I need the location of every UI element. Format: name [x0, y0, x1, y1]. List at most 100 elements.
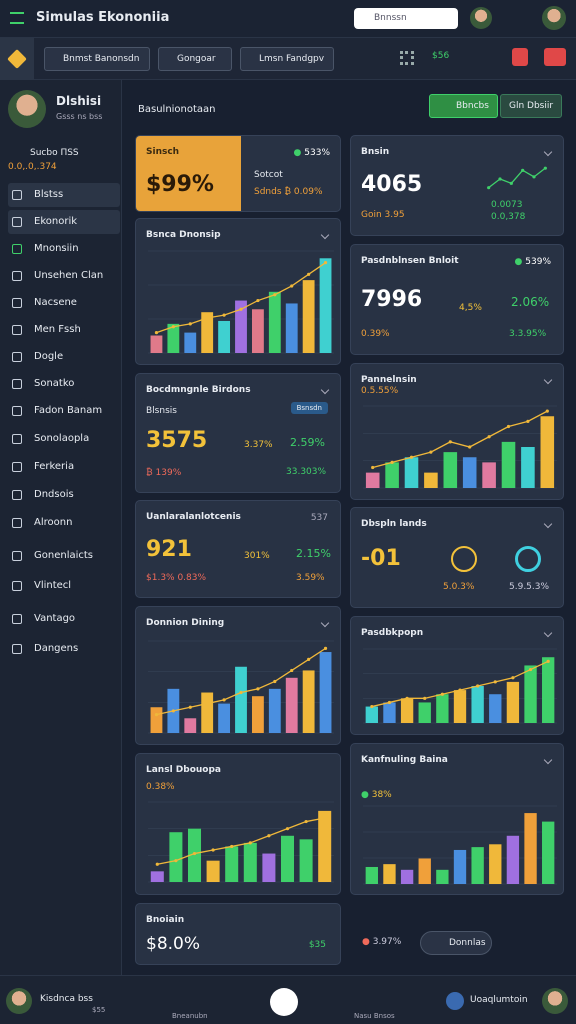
nav-icon — [12, 298, 22, 308]
trend-point — [304, 819, 308, 824]
nav-item[interactable]: Gonenlaicts — [8, 544, 120, 568]
nav-item[interactable]: Fadon Banam — [8, 399, 120, 423]
trend-line — [488, 167, 546, 189]
trend-point — [188, 322, 192, 326]
tab[interactable]: Bneanubn — [172, 1012, 208, 1020]
card-title: Bocdmngnle Birdons — [146, 385, 251, 395]
nav-label: Mnonsiin — [34, 243, 79, 254]
bar — [150, 707, 163, 733]
bar — [436, 694, 449, 723]
profile-subtitle: Gsss ns bss — [56, 112, 103, 121]
action-button[interactable]: Gln Dbsiir — [500, 94, 563, 118]
nav-item[interactable]: Dangens — [8, 637, 120, 661]
trend-point — [493, 680, 497, 684]
change: 2.15% — [296, 547, 331, 560]
nav-item[interactable]: Sonolaopla — [8, 427, 120, 451]
nav-icon — [12, 581, 22, 591]
card-title: Pasdbkpopn — [361, 628, 424, 638]
bar — [365, 706, 378, 723]
trend-point — [285, 827, 290, 831]
nav-item[interactable]: Unsehen Clan — [8, 264, 120, 288]
nav-label: Blstss — [34, 189, 64, 200]
toolbar-button[interactable]: Bnmst Banonsdn — [44, 47, 150, 71]
nav-label: Ekonorik — [34, 216, 78, 227]
bar — [302, 670, 315, 733]
bar — [404, 457, 419, 488]
alert-icon[interactable] — [544, 48, 566, 66]
nav-item[interactable]: Vantago — [8, 607, 120, 631]
nav-item[interactable]: Ekonorik — [8, 210, 120, 234]
trend-point — [222, 698, 226, 702]
card-title: Kanfnuling Baina — [361, 755, 448, 765]
nav-label: Sonolaopla — [34, 433, 90, 444]
trend-point — [267, 834, 271, 838]
avatar[interactable] — [542, 988, 568, 1014]
card-title: Pannelnsin — [361, 375, 417, 385]
nav-icon — [12, 325, 22, 335]
bar — [453, 690, 467, 723]
toolbar-button[interactable]: Gongoar — [158, 47, 232, 71]
bar — [218, 703, 231, 733]
alert-icon[interactable] — [512, 48, 528, 66]
nav-item[interactable]: Men Fssh — [8, 318, 120, 342]
action-button[interactable]: Bbncbs — [429, 94, 498, 118]
bar — [453, 849, 467, 884]
settings-icon[interactable] — [400, 51, 414, 65]
nav-icon — [12, 379, 22, 389]
nav-item[interactable]: Blstss — [8, 183, 120, 207]
nav-icon — [12, 190, 22, 200]
bar — [268, 291, 281, 353]
account-name[interactable]: Uoaqlumtoin — [470, 995, 528, 1005]
search-box[interactable]: Bnnssn — [354, 8, 458, 29]
nav-label: Vantago — [34, 613, 76, 624]
bar — [542, 821, 555, 884]
label: Blsnsis — [146, 406, 177, 416]
tab[interactable]: Nasu Bnsos — [354, 1012, 395, 1020]
card-title: Bnoiain — [146, 915, 185, 925]
trend-point — [192, 851, 197, 856]
bar — [201, 692, 214, 733]
footer-stat: ● 3.97% — [362, 937, 402, 947]
footer-button[interactable]: Donnlas — [420, 931, 492, 955]
nav-item[interactable]: Nacsene — [8, 291, 120, 315]
trend-point — [448, 440, 452, 444]
nav-item[interactable]: Dndsois — [8, 483, 120, 507]
trend-point — [174, 859, 178, 863]
trend-point — [307, 657, 311, 661]
bar — [489, 694, 502, 723]
trend-point — [323, 646, 328, 650]
avatar[interactable] — [470, 7, 492, 29]
change: 0.39% — [361, 329, 390, 339]
trend-point — [405, 696, 409, 700]
nav-label: Dangens — [34, 643, 79, 654]
bar — [235, 666, 247, 733]
nav-item[interactable]: Ferkeria — [8, 455, 120, 479]
nav-item[interactable]: Alroonn — [8, 511, 120, 535]
trend-point — [248, 841, 252, 845]
bar — [184, 332, 197, 353]
nav-item[interactable]: Mnonsiin — [8, 237, 120, 261]
change: 3.37% — [244, 440, 273, 450]
nav-icon — [12, 490, 22, 500]
avatar[interactable] — [542, 6, 566, 30]
center-button[interactable] — [270, 988, 298, 1016]
bar — [400, 698, 414, 723]
bar — [218, 320, 231, 353]
sidebar: Dlshisi Gsss ns bss Sucbo ΠSS 0.0,.0,.37… — [0, 80, 122, 975]
nav-item[interactable]: Vlintecl — [8, 574, 120, 598]
bar — [501, 441, 516, 488]
toolbar-button[interactable]: Lmsn Fandgpv — [240, 47, 334, 71]
bar — [150, 335, 163, 353]
change: 0.0073 — [491, 200, 523, 210]
nav-item[interactable]: Dogle — [8, 345, 120, 369]
card: Uanlaralanlotcenis 537 921 301% 2.15% $1… — [135, 500, 341, 598]
bar — [418, 702, 431, 723]
bar — [506, 835, 520, 884]
bar-chart — [363, 405, 557, 489]
trend-point — [222, 313, 226, 317]
sub-value: 0.38% — [146, 782, 175, 792]
nav-item[interactable]: Sonatko — [8, 372, 120, 396]
trend-point — [171, 709, 175, 713]
bar — [167, 323, 180, 353]
menu-icon[interactable] — [10, 12, 24, 24]
